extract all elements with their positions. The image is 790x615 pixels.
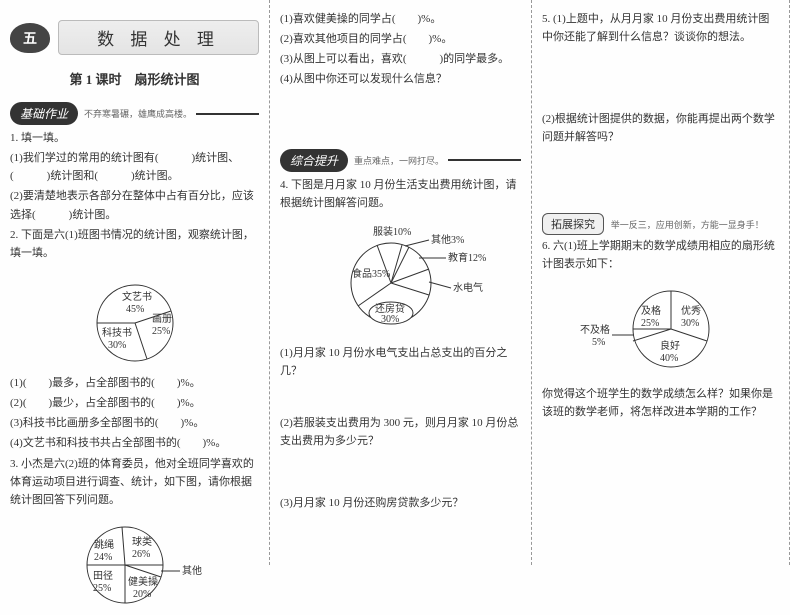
unit-header: 五 数 据 处 理 [10,20,259,55]
q1-2: (2)要清楚地表示各部分在整体中占有百分比，应该选择( )统计图。 [10,187,259,223]
q2-1: (1)( )最多，占全部图书的( )%。 [10,374,259,392]
section-b-line [448,159,521,161]
svg-text:30%: 30% [681,318,699,329]
q5-1: 5. (1)上题中，从月月家 10 月份支出费用统计图中你还能了解到什么信息？谈… [542,10,779,46]
q4-1: (1)月月家 10 月份水电气支出占总支出的百分之几？ [280,344,521,380]
section-b-banner: 综合提升 重点难点，一网打尽。 [280,149,521,172]
q3-1: (1)喜欢健美操的同学占( )%。 [280,10,521,28]
column-3: 5. (1)上题中，从月月家 10 月份支出费用统计图中你还能了解到什么信息？谈… [532,0,790,565]
section-c-banner: 拓展探究 举一反三，应用创新，方能一显身手！ [542,209,779,235]
q3-3: (3)从图上可以看出，喜欢( )的同学最多。 [280,50,521,68]
svg-text:健美操: 健美操 [128,575,158,588]
section-c-tag: 拓展探究 [542,213,604,235]
svg-text:30%: 30% [108,340,126,351]
svg-text:40%: 40% [660,353,678,364]
svg-text:水电气: 水电气 [453,281,483,294]
svg-text:服装10%: 服装10% [373,225,411,238]
svg-text:球类: 球类 [132,535,152,548]
svg-text:30%: 30% [381,314,399,325]
svg-text:25%: 25% [152,326,170,337]
lesson-title: 第 1 课时 扇形统计图 [10,69,259,88]
section-a-tag: 基础作业 [10,102,78,125]
section-b-sub: 重点难点，一网打尽。 [354,154,444,167]
svg-text:24%: 24% [94,552,112,563]
q3-2: (2)喜欢其他项目的同学占( )%。 [280,30,521,48]
pie3-wrap: 服装10% 其他3% 教育12% 水电气 食品35% 还房贷 30% [280,218,521,338]
svg-text:其他3%: 其他3% [431,233,464,246]
q2-4: (4)文艺书和科技书共占全部图书的( )%。 [10,434,259,452]
svg-text:食品35%: 食品35% [352,267,390,280]
pie4: 及格 25% 优秀 30% 良好 40% 不及格 5% [576,279,746,379]
q1-head: 1. 填一填。 [10,129,259,147]
q4-3: (3)月月家 10 月份还购房贷款多少元？ [280,494,521,512]
svg-text:45%: 45% [126,304,144,315]
q2-head: 2. 下面是六(1)班图书情况的统计图，观察统计图，填一填。 [10,226,259,262]
svg-text:26%: 26% [132,549,150,560]
q6-q: 你觉得这个班学生的数学成绩怎么样？如果你是该班的数学老师，将怎样改进本学期的工作… [542,385,779,421]
svg-text:优秀: 优秀 [681,304,701,317]
pie1: 文艺书 45% 画册 25% 科技书 30% [70,268,200,368]
svg-text:田径: 田径 [93,569,113,582]
column-2: (1)喜欢健美操的同学占( )%。 (2)喜欢其他项目的同学占( )%。 (3)… [270,0,532,565]
pie4-wrap: 及格 25% 优秀 30% 良好 40% 不及格 5% [542,279,779,379]
pie3: 服装10% 其他3% 教育12% 水电气 食品35% 还房贷 30% [301,218,501,338]
svg-text:画册: 画册 [152,314,172,325]
svg-text:文艺书: 文艺书 [122,290,152,303]
q4-2: (2)若服装支出费用为 300 元，则月月家 10 月份总支出费用为多少元？ [280,414,521,450]
q3-4: (4)从图中你还可以发现什么信息？ [280,70,521,88]
column-1: 五 数 据 处 理 第 1 课时 扇形统计图 基础作业 不弃寒暑碾，雄鹰成高楼。… [0,0,270,565]
unit-badge: 五 [10,23,50,53]
q6-head: 6. 六(1)班上学期期末的数学成绩用相应的扇形统计图表示如下： [542,237,779,273]
q2-3: (3)科技书比画册多全部图书的( )%。 [10,414,259,432]
pie1-wrap: 文艺书 45% 画册 25% 科技书 30% [10,268,259,368]
svg-text:科技书: 科技书 [102,326,132,339]
section-b-tag: 综合提升 [280,149,348,172]
q3-head: 3. 小杰是六(2)班的体育委员，他对全班同学喜欢的体育运动项目进行调查、统计，… [10,455,259,509]
svg-text:25%: 25% [641,318,659,329]
q2-2: (2)( )最少，占全部图书的( )%。 [10,394,259,412]
section-c-sub: 举一反三，应用创新，方能一显身手！ [611,218,764,231]
unit-title: 数 据 处 理 [58,20,259,55]
svg-text:良好: 良好 [660,339,680,352]
section-a-line [196,113,259,115]
svg-text:及格: 及格 [641,304,661,317]
svg-text:20%: 20% [133,589,151,600]
section-a-banner: 基础作业 不弃寒暑碾，雄鹰成高楼。 [10,102,259,125]
svg-text:教育12%: 教育12% [448,251,486,264]
svg-text:其他: 其他 [182,564,202,577]
q4-head: 4. 下图是月月家 10 月份生活支出费用统计图，请根据统计图解答问题。 [280,176,521,212]
svg-text:不及格: 不及格 [580,323,610,336]
svg-text:5%: 5% [592,337,605,348]
q5-2: (2)根据统计图提供的数据，你能再提出两个数学问题并解答吗？ [542,110,779,146]
q1-1: (1)我们学过的常用的统计图有( )统计图、( )统计图和( )统计图。 [10,149,259,185]
svg-text:跳绳: 跳绳 [94,538,114,551]
section-a-sub: 不弃寒暑碾，雄鹰成高楼。 [84,107,192,120]
svg-text:25%: 25% [93,583,111,594]
